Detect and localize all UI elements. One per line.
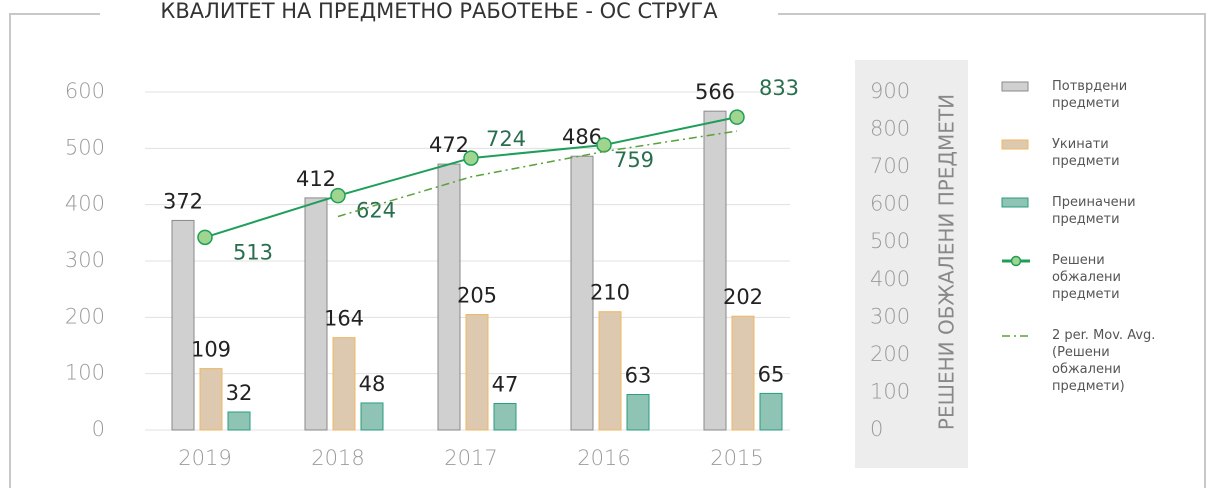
frame (778, 13, 1206, 488)
bar (465, 314, 489, 431)
x-tick-label: 2018 (311, 446, 364, 470)
line-marker (596, 137, 612, 153)
line-label: 513 (233, 240, 273, 264)
data-label: 205 (457, 284, 497, 308)
data-label: 566 (695, 80, 735, 104)
legend-label: Преиначени предмети (1052, 195, 1136, 227)
bar (598, 311, 622, 431)
y2-tick-label: 500 (870, 229, 910, 253)
data-label: 210 (590, 281, 630, 305)
frame (9, 13, 100, 488)
bar (199, 368, 223, 431)
legend-icon (1002, 335, 1030, 337)
legend-label: Потврдени предмети (1052, 79, 1128, 111)
y2-tick-label: 0 (870, 417, 883, 441)
y-tick-label: 200 (65, 304, 105, 328)
bar (626, 394, 650, 431)
data-label: 63 (625, 364, 652, 388)
legend-entry: Решени обжалени предмети (1000, 252, 1162, 303)
y-tick-label: 300 (65, 248, 105, 272)
bar (227, 411, 251, 431)
legend-swatch (1001, 81, 1029, 92)
y2-tick-label: 800 (870, 117, 910, 141)
line-marker (463, 150, 479, 166)
legend-entry: Преиначени предмети (1000, 194, 1162, 228)
line (337, 130, 738, 218)
data-label: 164 (324, 307, 364, 331)
line-marker (197, 229, 213, 246)
data-label: 412 (296, 167, 336, 191)
line-label: 624 (356, 199, 396, 223)
y2-panel (855, 60, 968, 468)
bar (703, 110, 727, 431)
bar (360, 402, 384, 431)
data-label: 109 (191, 338, 231, 362)
legend-label: Укинати предмети (1052, 137, 1120, 169)
legend-entry: 2 per. Mov. Avg. (Решени обжалени предме… (1000, 327, 1162, 395)
legend-label: Решени обжалени предмети (1052, 253, 1121, 302)
line-label: 759 (614, 148, 654, 172)
y-tick-label: 0 (92, 417, 105, 441)
bar (493, 403, 517, 431)
legend: Потврдени предмети Укинати предмети Преина… (1000, 78, 1190, 419)
data-label: 65 (758, 362, 785, 386)
y2-tick-label: 600 (870, 192, 910, 216)
legend-entry: Укинати предмети (1000, 136, 1162, 170)
legend-marker (1010, 255, 1022, 267)
x-tick-label: 2016 (577, 446, 630, 470)
bar (171, 219, 195, 431)
y2-tick-label: 200 (870, 342, 910, 366)
data-label: 472 (429, 133, 469, 157)
legend-icon (1001, 81, 1029, 92)
legend-swatch (1001, 139, 1029, 150)
bar (304, 197, 328, 431)
legend-icon (1001, 139, 1029, 150)
legend-label: 2 per. Mov. Avg. (Решени обжалени предме… (1052, 328, 1156, 394)
data-label: 372 (163, 189, 203, 213)
x-tick-label: 2017 (444, 446, 497, 470)
y2-tick-label: 900 (870, 79, 910, 103)
bar (332, 337, 356, 431)
line-label: 724 (486, 127, 526, 151)
legend-icon (1001, 197, 1029, 208)
chart-title: КВАЛИТЕТ НА ПРЕДМЕТНО РАБОТЕЊЕ - ОС СТРУ… (160, 0, 718, 23)
legend-icon (1002, 255, 1030, 267)
y2-tick-label: 700 (870, 154, 910, 178)
bar (759, 392, 783, 431)
x-tick-label: 2015 (710, 446, 763, 470)
y-tick-label: 400 (65, 192, 105, 216)
data-label: 47 (492, 373, 519, 397)
data-label: 48 (359, 372, 386, 396)
y-tick-label: 600 (65, 79, 105, 103)
y2-tick-label: 100 (870, 379, 910, 403)
line-marker (330, 187, 346, 204)
data-label: 202 (723, 285, 763, 309)
line-marker (729, 109, 745, 125)
y2-axis-title: РЕШЕНИ ОБЖАЛЕНИ ПРЕДМЕТИ (935, 94, 959, 430)
bar (570, 155, 594, 431)
x-tick-label: 2019 (178, 446, 231, 470)
y2-tick-label: 300 (870, 304, 910, 328)
data-label: 32 (226, 381, 253, 405)
legend-swatch (1001, 197, 1029, 208)
y2-tick-label: 400 (870, 267, 910, 291)
legend-entry: Потврдени предмети (1000, 78, 1162, 112)
line-label: 833 (759, 76, 799, 100)
bar (731, 315, 755, 431)
y-tick-label: 100 (65, 361, 105, 385)
y-tick-label: 500 (65, 135, 105, 159)
